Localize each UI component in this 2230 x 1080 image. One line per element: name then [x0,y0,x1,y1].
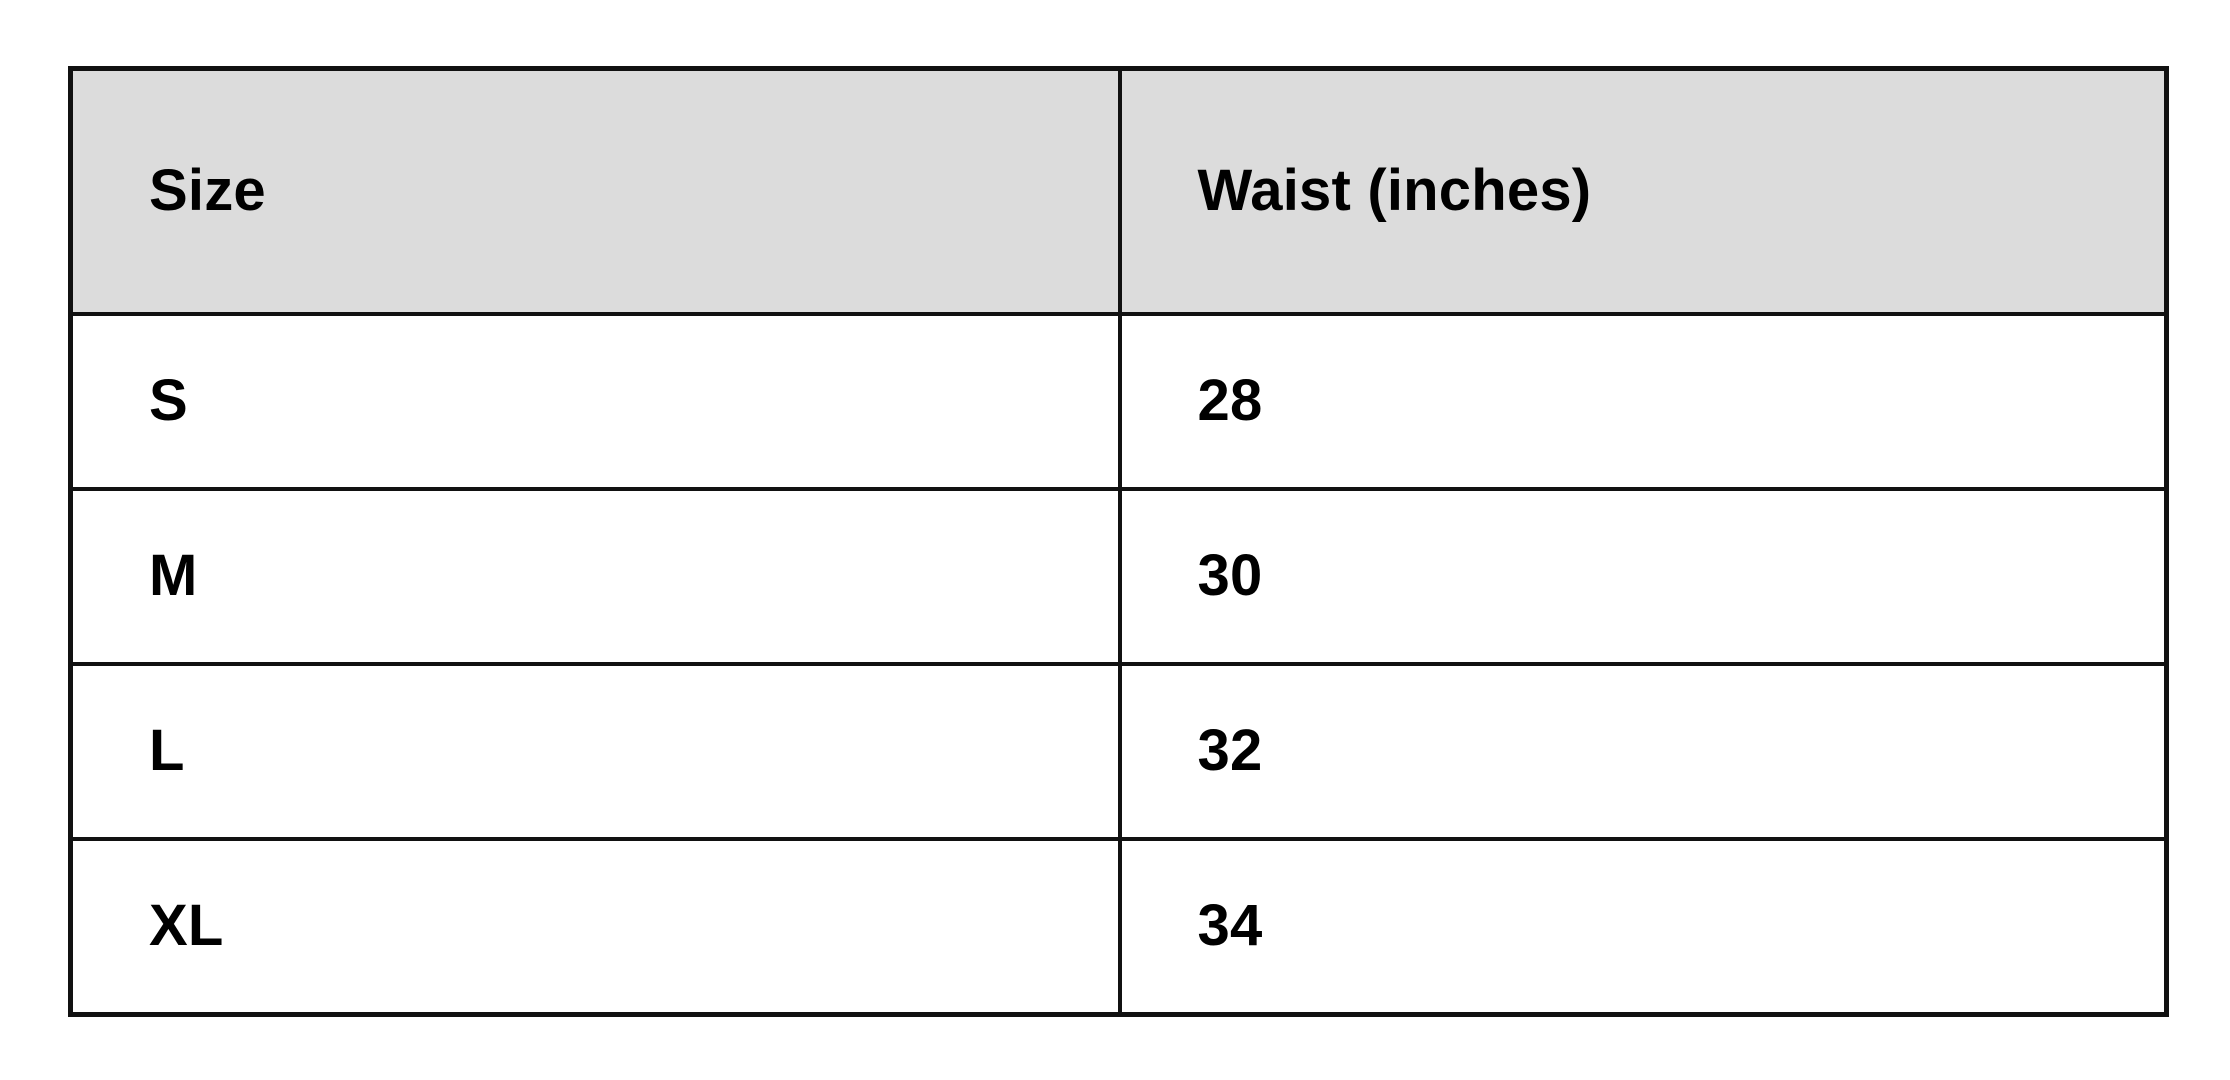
cell-size: L [70,662,1122,839]
table-row: M 30 [70,487,2167,664]
size-chart-table: Size Waist (inches) S 28 M [68,66,2169,1017]
table-row: L 32 [70,662,2167,839]
column-header-waist-label: Waist (inches) [1197,158,1592,224]
cell-size-value: S [149,368,188,434]
cell-waist-value: 28 [1197,368,1263,434]
table-row: XL 34 [70,837,2167,1015]
cell-waist-value: 30 [1197,543,1263,609]
table-row: S 28 [70,312,2167,489]
cell-size-value: XL [149,893,224,959]
cell-waist-value: 34 [1197,893,1263,959]
cell-size-value: M [149,543,198,609]
table-header-row: Size Waist (inches) [70,68,2167,316]
column-header-waist: Waist (inches) [1119,68,2167,316]
cell-waist: 32 [1119,662,2167,839]
cell-size: M [70,487,1122,664]
table-body: S 28 M 30 L 32 [70,312,2167,1015]
column-header-size-label: Size [149,158,266,224]
cell-waist: 34 [1119,837,2167,1015]
cell-size: XL [70,837,1122,1015]
column-header-size: Size [70,68,1122,316]
cell-waist: 30 [1119,487,2167,664]
cell-waist-value: 32 [1197,718,1263,784]
cell-waist: 28 [1119,312,2167,489]
cell-size: S [70,312,1122,489]
table-header: Size Waist (inches) [70,68,2167,316]
cell-size-value: L [149,718,185,784]
